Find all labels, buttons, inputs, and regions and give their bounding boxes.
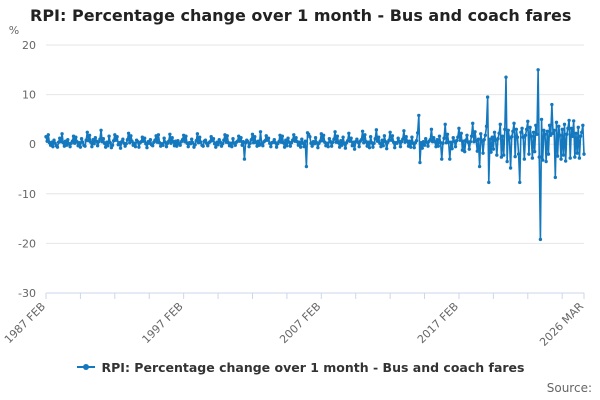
series-markers	[44, 68, 586, 242]
legend-series-marker-icon	[76, 362, 96, 372]
svg-text:-30: -30	[18, 287, 36, 300]
y-axis-unit-label: %	[9, 24, 19, 37]
svg-text:10: 10	[22, 89, 36, 102]
x-axis	[45, 292, 585, 299]
svg-text:2026 MAR: 2026 MAR	[537, 300, 586, 349]
chart-title: RPI: Percentage change over 1 month - Bu…	[30, 6, 572, 25]
svg-text:1997 FEB: 1997 FEB	[140, 300, 186, 346]
svg-text:2017 FEB: 2017 FEB	[415, 300, 461, 346]
y-axis-labels: 20 10 0 -10 -20 -30	[18, 39, 36, 300]
x-axis-labels: 1987 FEB 1997 FEB 2007 FEB 2017 FEB 2026 MAR	[2, 300, 586, 349]
svg-text:-20: -20	[18, 237, 36, 250]
legend-item[interactable]: RPI: Percentage change over 1 month - Bu…	[0, 358, 600, 376]
svg-text:-10: -10	[18, 188, 36, 201]
legend-series-label: RPI: Percentage change over 1 month - Bu…	[101, 359, 525, 375]
svg-text:20: 20	[22, 39, 36, 52]
svg-text:2007 FEB: 2007 FEB	[277, 300, 323, 346]
svg-text:%: %	[9, 24, 19, 37]
source-label: Source:	[546, 381, 592, 395]
svg-text:1987 FEB: 1987 FEB	[2, 300, 48, 346]
svg-text:0: 0	[29, 138, 36, 151]
